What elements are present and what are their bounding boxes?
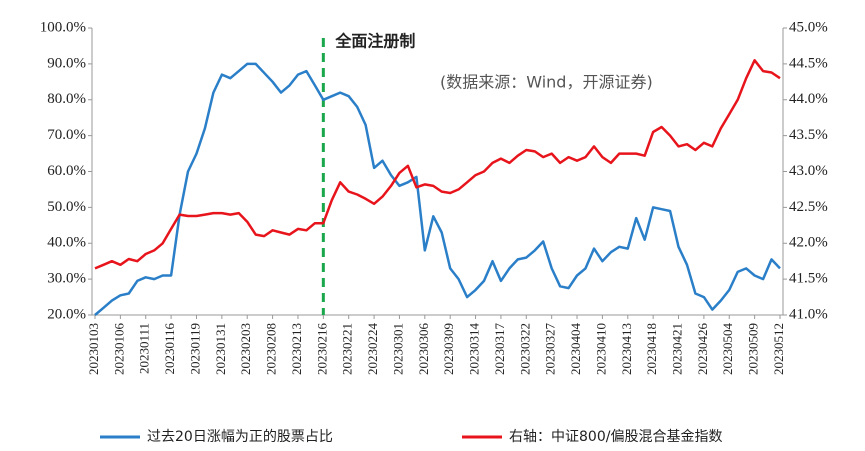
- source-note: (数据来源：Wind，开源证券): [440, 73, 653, 92]
- legend-label: 过去20日涨幅为正的股票占比: [147, 429, 333, 445]
- x-tick-label: 20230131: [213, 323, 228, 375]
- x-tick-label: 20230119: [187, 323, 202, 375]
- x-tick-label: 20230413: [619, 323, 634, 375]
- y2-tick-label: 44.5%: [789, 55, 828, 71]
- x-tick-label: 20230213: [289, 323, 304, 375]
- y2-tick-label: 43.5%: [789, 127, 828, 143]
- y-tick-label: 90.0%: [47, 55, 86, 71]
- x-tick-label: 20230314: [467, 323, 482, 376]
- x-tick-label: 20230216: [314, 323, 329, 376]
- x-tick-label: 20230322: [517, 323, 532, 375]
- x-tick-label: 20230421: [670, 323, 685, 375]
- x-tick-label: 20230203: [238, 323, 253, 375]
- y-tick-label: 50.0%: [47, 199, 86, 215]
- x-tick-label: 20230512: [771, 323, 786, 375]
- x-tick-label: 20230426: [695, 323, 710, 376]
- x-tick-label: 20230301: [390, 323, 405, 375]
- x-tick-label: 20230224: [365, 323, 380, 376]
- legend-label: 右轴：中证800/偏股混合基金指数: [509, 428, 722, 445]
- x-tick-label: 20230504: [720, 323, 735, 376]
- x-tick-label: 20230309: [441, 323, 456, 375]
- x-tick-label: 20230306: [416, 323, 431, 376]
- x-tick-label: 20230410: [593, 323, 608, 375]
- y2-tick-label: 41.0%: [789, 306, 828, 322]
- x-tick-label: 20230208: [264, 323, 279, 375]
- y2-tick-label: 41.5%: [789, 271, 828, 287]
- y-tick-label: 70.0%: [47, 127, 86, 143]
- y-tick-label: 80.0%: [47, 91, 86, 107]
- series-line: [94, 59, 781, 270]
- y-tick-label: 40.0%: [47, 235, 86, 251]
- x-tick-label: 20230418: [644, 323, 659, 375]
- annotation-text: 全面注册制: [334, 32, 415, 51]
- y-tick-label: 30.0%: [47, 271, 86, 287]
- y2-tick-label: 43.0%: [789, 163, 828, 179]
- series-line: [94, 62, 781, 316]
- x-tick-label: 20230404: [568, 323, 583, 376]
- x-tick-label: 20230221: [340, 323, 355, 375]
- y-tick-label: 20.0%: [47, 306, 86, 322]
- x-tick-label: 20230111: [137, 323, 152, 374]
- x-tick-label: 20230106: [111, 323, 126, 376]
- x-tick-label: 20230509: [746, 323, 761, 375]
- x-tick-label: 20230327: [543, 323, 558, 376]
- x-tick-label: 20230103: [86, 323, 101, 375]
- y2-tick-label: 42.0%: [789, 235, 828, 251]
- y-tick-label: 100.0%: [40, 19, 86, 35]
- y-tick-label: 60.0%: [47, 163, 86, 179]
- x-tick-label: 20230116: [162, 323, 177, 375]
- x-tick-label: 20230317: [492, 323, 507, 376]
- y2-tick-label: 45.0%: [789, 19, 828, 35]
- y2-tick-label: 42.5%: [789, 199, 828, 215]
- y2-tick-label: 44.0%: [789, 91, 828, 107]
